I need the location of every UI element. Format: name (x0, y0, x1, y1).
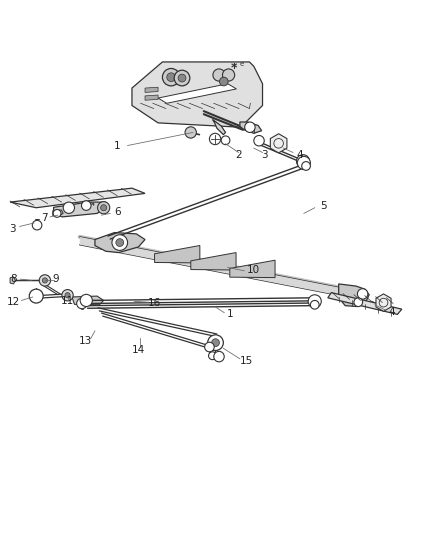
Circle shape (81, 201, 91, 211)
Circle shape (162, 68, 180, 86)
Text: 3: 3 (9, 224, 16, 233)
Text: 10: 10 (247, 265, 260, 275)
Circle shape (212, 339, 219, 346)
Circle shape (297, 156, 311, 169)
Circle shape (214, 351, 224, 362)
Circle shape (53, 209, 61, 217)
Text: 4: 4 (296, 150, 303, 160)
Circle shape (77, 298, 87, 309)
Polygon shape (95, 232, 145, 253)
Circle shape (219, 77, 228, 86)
Polygon shape (328, 293, 402, 314)
Text: 2: 2 (235, 150, 242, 160)
Polygon shape (270, 134, 287, 153)
Circle shape (245, 122, 255, 133)
Circle shape (98, 201, 110, 214)
Text: 15: 15 (239, 357, 253, 366)
Polygon shape (10, 188, 145, 208)
Polygon shape (155, 246, 200, 263)
Circle shape (39, 275, 50, 286)
Circle shape (101, 205, 107, 211)
Circle shape (208, 352, 216, 360)
Circle shape (354, 298, 363, 306)
Text: 7: 7 (42, 213, 48, 223)
Circle shape (311, 301, 319, 309)
Circle shape (62, 289, 73, 301)
Text: 1: 1 (226, 309, 233, 319)
Circle shape (357, 289, 368, 299)
Circle shape (208, 335, 223, 351)
Circle shape (213, 69, 225, 81)
Polygon shape (72, 296, 104, 305)
Polygon shape (132, 62, 262, 127)
Polygon shape (145, 95, 158, 100)
Circle shape (65, 293, 70, 298)
Polygon shape (339, 284, 369, 306)
Polygon shape (53, 210, 63, 216)
Polygon shape (376, 294, 391, 311)
Circle shape (80, 294, 92, 306)
Circle shape (116, 239, 124, 246)
Circle shape (167, 73, 176, 82)
Circle shape (42, 278, 47, 283)
Polygon shape (230, 260, 275, 278)
Text: 1: 1 (113, 141, 120, 150)
Text: 14: 14 (132, 345, 145, 355)
Text: 16: 16 (148, 298, 161, 309)
Text: 11: 11 (61, 296, 74, 306)
Circle shape (63, 202, 74, 213)
Text: 12: 12 (7, 297, 20, 307)
Polygon shape (191, 253, 236, 270)
Circle shape (297, 155, 310, 168)
Text: 8: 8 (10, 274, 17, 284)
Circle shape (221, 136, 230, 144)
Text: 4: 4 (389, 307, 396, 317)
Text: e: e (240, 61, 244, 67)
Circle shape (302, 161, 311, 171)
Text: 3: 3 (261, 150, 268, 160)
Polygon shape (158, 84, 237, 103)
Circle shape (174, 70, 190, 86)
Circle shape (205, 342, 214, 352)
Circle shape (112, 235, 127, 251)
Polygon shape (212, 119, 226, 135)
Circle shape (308, 295, 321, 308)
Text: 9: 9 (53, 274, 59, 284)
Text: 13: 13 (78, 336, 92, 346)
Circle shape (32, 220, 42, 230)
Polygon shape (10, 277, 15, 284)
Polygon shape (240, 122, 261, 133)
Circle shape (254, 135, 264, 146)
Circle shape (178, 74, 186, 82)
Polygon shape (145, 87, 158, 92)
Text: 5: 5 (320, 200, 327, 211)
Circle shape (223, 69, 235, 81)
Polygon shape (53, 202, 106, 217)
Text: 6: 6 (115, 207, 121, 217)
Circle shape (29, 289, 43, 303)
Polygon shape (80, 237, 358, 299)
Circle shape (185, 127, 196, 138)
